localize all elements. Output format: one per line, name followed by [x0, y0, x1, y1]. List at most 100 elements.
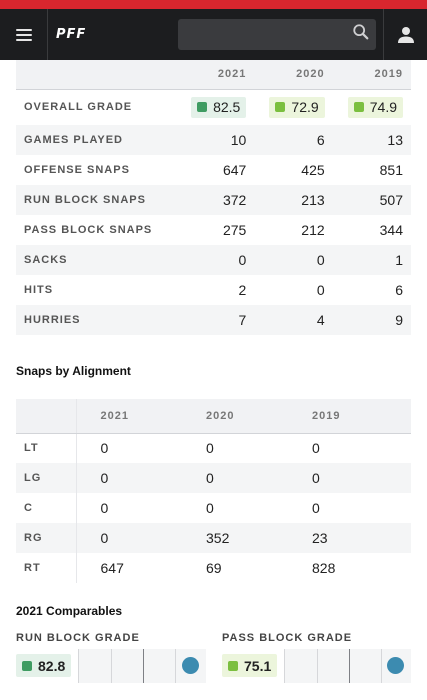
- run-block-grade-label: RUN BLOCK GRADE: [16, 632, 140, 644]
- table-row: RT 647 69 828: [16, 553, 411, 583]
- table-row: RG 0 352 23: [16, 523, 411, 553]
- stat-value: 425: [301, 162, 325, 178]
- overview-header-row: 2021 2020 2019: [16, 60, 411, 90]
- stat-value: 213: [254, 185, 333, 215]
- run-block-distribution: [78, 649, 206, 683]
- table-row: PASS BLOCK SNAPS 275 212 344: [16, 215, 411, 245]
- hamburger-icon: [15, 28, 32, 41]
- pass-block-grade-label: PASS BLOCK GRADE: [222, 632, 353, 644]
- pff-logo[interactable]: PFF: [56, 27, 87, 42]
- menu-button[interactable]: [0, 9, 48, 60]
- stat-value: 851: [379, 162, 403, 178]
- row-label: RUN BLOCK SNAPS: [16, 185, 176, 215]
- stat-value: 2: [238, 282, 247, 298]
- comparables-section-title: 2021 Comparables: [16, 604, 123, 618]
- header-blank-cell: [16, 399, 77, 434]
- pass-block-grade-marker: [387, 657, 404, 674]
- stat-value: 0: [312, 500, 320, 516]
- top-accent-bar: [0, 0, 427, 9]
- stat-value: 0: [176, 245, 255, 275]
- distribution-median-tick: [349, 649, 350, 683]
- stat-value: 7: [176, 305, 255, 335]
- grade-value: 82.5: [213, 99, 241, 116]
- distribution-tick: [381, 649, 382, 683]
- grade-badge: 82.5: [191, 96, 247, 118]
- stat-value: 0: [316, 282, 325, 298]
- overview-stats-table: 2021 2020 2019 OVERALL GRADE 82.5 72.9 7…: [16, 60, 411, 335]
- grade-color-swatch: [353, 102, 364, 113]
- row-label: GAMES PLAYED: [16, 125, 176, 155]
- overall-grade-row: OVERALL GRADE 82.5 72.9 74.9: [16, 89, 411, 125]
- stat-value: 0: [312, 440, 320, 457]
- table-row: LT 0 0 0: [16, 433, 411, 463]
- row-label: LT: [16, 433, 77, 463]
- table-row: C 0 0 0: [16, 493, 411, 523]
- stat-value: 372: [176, 185, 255, 215]
- search-input[interactable]: [178, 19, 376, 50]
- stat-value: 0: [100, 500, 109, 516]
- content-scroll-area[interactable]: 2021 2020 2019 OVERALL GRADE 82.5 72.9 7…: [0, 60, 427, 700]
- grade-badge: 72.9: [269, 96, 325, 118]
- row-label: PASS BLOCK SNAPS: [24, 224, 153, 236]
- distribution-tick: [317, 649, 318, 683]
- row-label: OFFENSE SNAPS: [24, 164, 130, 176]
- row-label: SACKS: [16, 245, 176, 275]
- search-icon[interactable]: [352, 23, 370, 41]
- run-block-grade-marker: [182, 657, 199, 674]
- grade-value: 72.9: [291, 99, 319, 116]
- row-label: OVERALL GRADE: [24, 101, 133, 114]
- grade-color-swatch: [228, 660, 238, 671]
- header-blank-cell: [16, 60, 176, 90]
- stat-value: 0: [288, 463, 411, 493]
- grade-color-swatch: [275, 102, 286, 113]
- account-button[interactable]: [383, 9, 427, 60]
- grade-cell: 72.9: [254, 89, 332, 125]
- table-row: HITS 2 0 6: [16, 275, 411, 305]
- stat-value: 0: [254, 245, 333, 275]
- grade-value: 74.9: [369, 99, 397, 116]
- grade-cell: 82.5: [176, 89, 254, 125]
- alignment-stats-table: 2021 2020 2019 LT 0 0 0 LG 0 0 0 C 0 0: [16, 399, 411, 583]
- grade-color-swatch: [197, 102, 208, 113]
- year-header: 2020: [182, 399, 288, 434]
- alignment-section-title: Snaps by Alignment: [16, 364, 131, 378]
- stat-value: 0: [182, 463, 288, 493]
- table-row: RUN BLOCK SNAPS 372 213 507: [16, 185, 411, 215]
- stat-value: 9: [332, 305, 411, 335]
- stat-value: 10: [176, 125, 255, 155]
- stat-value: 13: [332, 125, 411, 155]
- stat-value: 647: [222, 162, 247, 178]
- stat-value: 344: [379, 222, 403, 238]
- row-label: HITS: [24, 284, 54, 296]
- table-row: HURRIES 7 4 9: [16, 305, 411, 335]
- distribution-tick: [111, 649, 112, 683]
- grade-cell: 74.9: [333, 89, 411, 125]
- run-block-grade-badge: 82.8: [16, 654, 72, 677]
- app-header: PFF: [0, 9, 427, 60]
- pass-block-distribution: [284, 649, 411, 683]
- stat-value: 0: [206, 440, 214, 457]
- stat-value: 507: [332, 185, 411, 215]
- row-label: C: [16, 493, 77, 523]
- year-header: 2019: [332, 60, 411, 90]
- stat-value: 212: [301, 222, 325, 238]
- alignment-header-row: 2021 2020 2019: [16, 399, 411, 434]
- user-icon: [397, 26, 414, 43]
- stat-value: 23: [288, 523, 411, 553]
- grade-color-swatch: [22, 660, 32, 671]
- pass-block-comparable: 75.1: [222, 649, 411, 683]
- stat-value: 647: [100, 560, 124, 576]
- stat-value: 275: [222, 222, 247, 238]
- run-block-grade-value: 82.8: [38, 657, 66, 674]
- row-label: HURRIES: [16, 305, 176, 335]
- stat-value: 352: [182, 523, 288, 553]
- stat-value: 6: [254, 125, 333, 155]
- year-header: 2020: [254, 60, 333, 90]
- stat-value: 4: [254, 305, 333, 335]
- distribution-median-tick: [143, 649, 144, 683]
- row-label: RG: [16, 523, 77, 553]
- pass-block-grade-value: 75.1: [244, 657, 272, 674]
- run-block-comparable: 82.8: [16, 649, 206, 683]
- stat-value: 0: [100, 440, 109, 457]
- stat-value: 69: [206, 560, 222, 576]
